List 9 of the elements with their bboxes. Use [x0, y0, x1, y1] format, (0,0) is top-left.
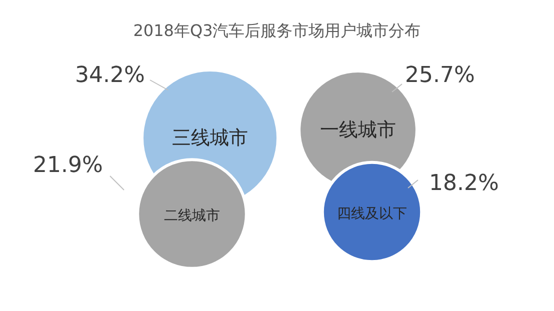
category-label: 二线城市 — [164, 208, 220, 224]
category-label: 三线城市 — [172, 127, 248, 149]
category-label: 一线城市 — [320, 119, 396, 141]
data-label: 21.9% — [33, 153, 103, 178]
data-label: 34.2% — [75, 63, 145, 88]
category-label: 四线及以下 — [337, 206, 407, 222]
data-label: 18.2% — [429, 171, 499, 196]
title: 2018年Q3汽车后服务市场用户城市分布 — [133, 21, 421, 40]
data-label: 25.7% — [405, 63, 475, 88]
